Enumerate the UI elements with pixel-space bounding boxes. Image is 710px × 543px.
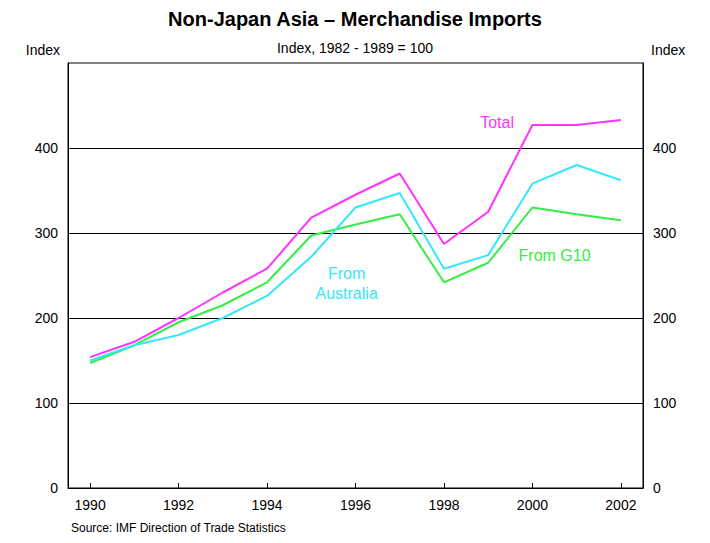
svg-text:300: 300 [653, 225, 677, 241]
svg-text:Source: IMF Direction of Trade: Source: IMF Direction of Trade Statistic… [71, 521, 286, 535]
svg-text:0: 0 [653, 480, 661, 496]
svg-text:Index: Index [651, 42, 685, 58]
svg-text:300: 300 [35, 225, 59, 241]
svg-text:1994: 1994 [251, 497, 282, 513]
svg-text:Total: Total [480, 114, 514, 131]
svg-text:1992: 1992 [163, 497, 194, 513]
svg-text:200: 200 [653, 310, 677, 326]
svg-text:2002: 2002 [605, 497, 636, 513]
svg-text:Non-Japan Asia – Merchandise I: Non-Japan Asia – Merchandise Imports [168, 8, 542, 30]
svg-text:Index, 1982 - 1989 = 100: Index, 1982 - 1989 = 100 [277, 40, 433, 56]
svg-text:2000: 2000 [517, 497, 548, 513]
svg-text:1996: 1996 [340, 497, 371, 513]
svg-text:From: From [328, 265, 365, 282]
svg-text:From G10: From G10 [519, 247, 591, 264]
svg-text:200: 200 [35, 310, 59, 326]
svg-text:400: 400 [653, 140, 677, 156]
svg-text:0: 0 [50, 480, 58, 496]
svg-text:Index: Index [26, 42, 60, 58]
svg-text:Australia: Australia [316, 285, 378, 302]
svg-text:100: 100 [35, 395, 59, 411]
svg-text:1990: 1990 [75, 497, 106, 513]
svg-text:400: 400 [35, 140, 59, 156]
svg-text:1998: 1998 [428, 497, 459, 513]
svg-text:100: 100 [653, 395, 677, 411]
